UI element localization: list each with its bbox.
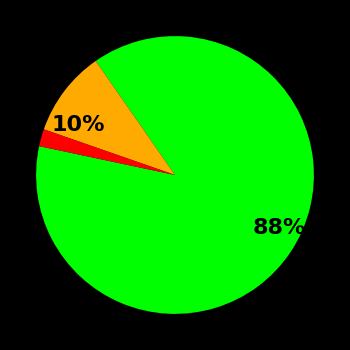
Wedge shape [44,61,175,175]
Text: 88%: 88% [252,218,306,238]
Wedge shape [36,36,314,314]
Text: 10%: 10% [51,114,105,135]
Wedge shape [39,129,175,175]
